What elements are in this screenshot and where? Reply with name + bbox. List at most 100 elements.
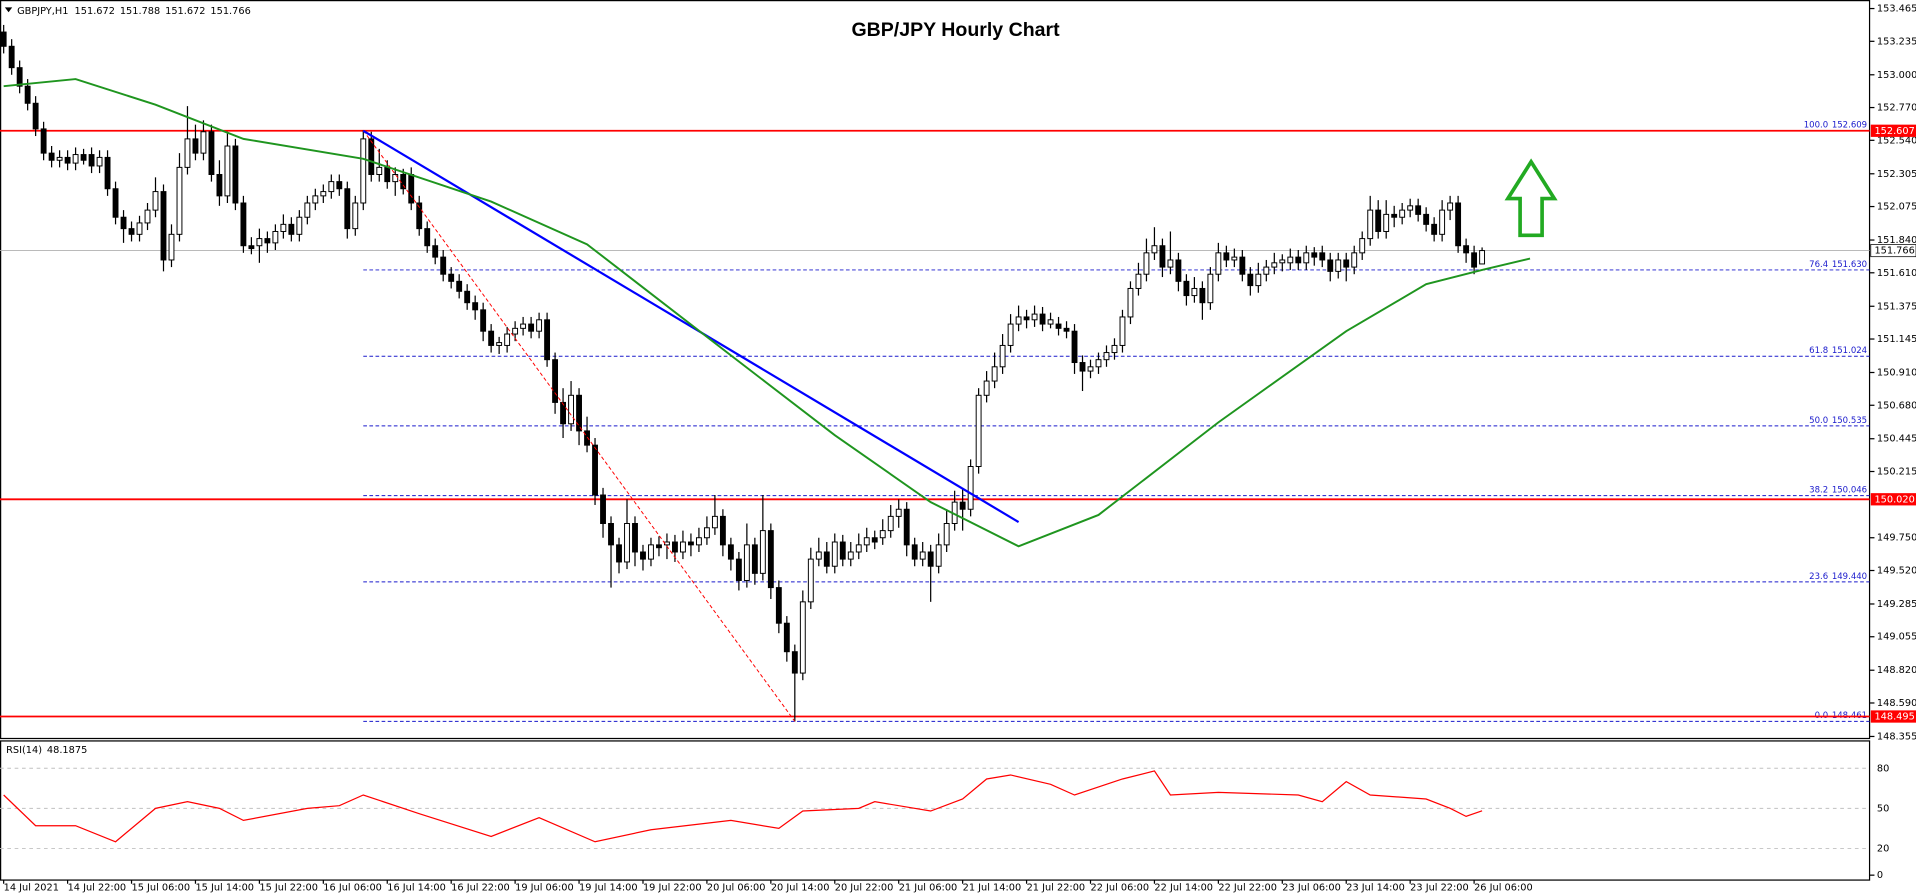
candle-body <box>1223 252 1230 261</box>
candle-body <box>256 238 263 247</box>
x-tick-label: 21 Jul 22:00 <box>1027 882 1086 893</box>
x-tick-label: 23 Jul 06:00 <box>1282 882 1341 893</box>
candle-body <box>863 537 870 546</box>
candle-body <box>1127 287 1134 318</box>
candle-body <box>0 31 7 47</box>
candle-body <box>1023 316 1030 321</box>
candle-body <box>440 256 447 275</box>
candle-body <box>887 515 894 532</box>
rsi-header: RSI(14) 48.1875 <box>6 745 87 756</box>
candle-body <box>192 138 199 154</box>
candle-body <box>1079 362 1086 372</box>
y-tick-label: 151.375 <box>1877 301 1916 312</box>
candle-body <box>1471 252 1478 268</box>
price-box <box>1870 710 1916 723</box>
candle-body <box>240 202 247 247</box>
candle-body <box>248 245 255 250</box>
candle-body <box>1047 319 1054 325</box>
x-tick-label: 20 Jul 22:00 <box>835 882 894 893</box>
candle-body <box>847 551 854 560</box>
x-tick-label: 21 Jul 06:00 <box>899 882 958 893</box>
candle-body <box>727 544 734 560</box>
candle-body <box>128 228 135 235</box>
price-box-label: 150.020 <box>1874 494 1914 505</box>
candle-body <box>783 622 790 653</box>
y-tick-label: 153.000 <box>1877 70 1916 81</box>
fib-level-label: 50.0 150.535 <box>1809 415 1867 425</box>
fib-level: 38.2 <box>1809 485 1828 495</box>
candle-body <box>432 245 439 258</box>
candle-body <box>80 154 87 161</box>
candle-body <box>344 188 351 230</box>
candle-body <box>560 401 567 425</box>
candle-body <box>1095 359 1102 368</box>
candle-body <box>144 209 151 224</box>
price-frame <box>0 0 1871 740</box>
fib-price: 150.535 <box>1832 415 1867 425</box>
candle-body <box>1111 344 1118 354</box>
y-tick-label: 150.445 <box>1877 434 1916 445</box>
candle-body <box>312 195 319 204</box>
candle-body <box>1063 327 1070 332</box>
fib-level: 100.0 <box>1804 120 1828 130</box>
candle-body <box>48 152 55 161</box>
candle-body <box>823 551 830 567</box>
rsi-tick-label: 80 <box>1877 763 1889 774</box>
candle-body <box>983 380 990 396</box>
candle-body <box>24 85 31 104</box>
x-tick-label: 16 Jul 06:00 <box>323 882 382 893</box>
candle-body <box>1359 238 1366 254</box>
current-price-box <box>1870 244 1916 258</box>
candle-body <box>967 466 974 510</box>
y-tick-label: 151.840 <box>1877 235 1916 246</box>
candle-body <box>88 154 95 167</box>
candle-body <box>895 508 902 517</box>
x-tick-label: 20 Jul 06:00 <box>707 882 766 893</box>
candle-body <box>208 131 215 175</box>
candle-body <box>16 67 23 87</box>
rsi-tick-label: 20 <box>1877 843 1889 854</box>
candle-body <box>616 544 622 563</box>
candle-body <box>879 530 886 539</box>
candle-body <box>648 544 654 560</box>
fib-level: 23.6 <box>1809 571 1828 581</box>
candle-body <box>1279 259 1286 264</box>
candle-body <box>1215 252 1222 275</box>
candle-body <box>1119 316 1126 346</box>
candle-body <box>288 223 295 235</box>
candle-body <box>1367 209 1374 240</box>
candle-body <box>624 523 630 563</box>
candle-body <box>1335 259 1342 272</box>
y-tick-label: 152.305 <box>1877 169 1916 180</box>
candle-body <box>32 102 39 130</box>
candle-body <box>448 273 455 282</box>
candle-body <box>791 651 798 674</box>
candle-body <box>759 530 766 574</box>
candle-body <box>1255 273 1262 287</box>
candle-body <box>168 233 175 261</box>
candle-body <box>200 131 207 154</box>
rsi-tick-label: 50 <box>1877 803 1889 814</box>
candle-body <box>1295 256 1302 264</box>
candle-body <box>735 558 742 581</box>
price-box <box>1870 493 1916 506</box>
candle-body <box>528 323 535 332</box>
x-tick-label: 15 Jul 22:00 <box>259 882 318 893</box>
y-tick-label: 149.285 <box>1877 599 1916 610</box>
candle-body <box>975 394 982 468</box>
candle-body <box>1455 202 1462 247</box>
candle-body <box>799 601 806 674</box>
candle-body <box>96 156 103 167</box>
candle-body <box>1135 273 1142 289</box>
candle-body <box>352 202 359 230</box>
candle-body <box>264 238 271 244</box>
x-tick-label: 23 Jul 14:00 <box>1346 882 1405 893</box>
candle-body <box>1343 259 1350 268</box>
fib-level: 61.8 <box>1809 346 1828 356</box>
candle-body <box>400 174 407 190</box>
candle-body <box>959 501 966 510</box>
candle-body <box>831 541 838 567</box>
candle-body <box>1175 259 1182 282</box>
candle-body <box>703 527 710 539</box>
